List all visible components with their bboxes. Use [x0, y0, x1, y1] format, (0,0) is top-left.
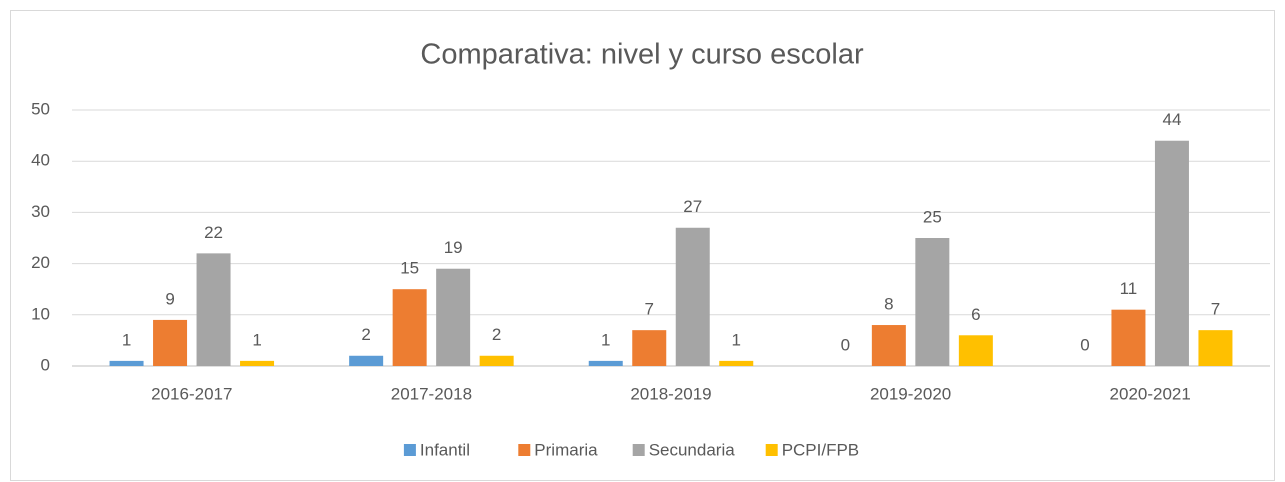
data-label: 44	[1162, 110, 1181, 129]
bar	[871, 325, 906, 366]
bar	[1154, 140, 1189, 366]
bar	[958, 335, 993, 366]
legend-label: PCPI/FPB	[782, 440, 859, 459]
x-tick-label: 2016-2017	[151, 384, 232, 403]
data-label: 8	[884, 295, 893, 314]
y-tick-label: 30	[31, 202, 50, 221]
data-label: 7	[645, 300, 654, 319]
data-label: 27	[683, 197, 702, 216]
legend-swatch	[632, 444, 645, 456]
data-label: 25	[923, 207, 942, 226]
data-label: 1	[122, 330, 131, 349]
data-label: 1	[601, 330, 610, 349]
x-tick-label: 2019-2020	[870, 384, 951, 403]
data-label: 7	[1211, 300, 1220, 319]
data-label: 6	[971, 305, 980, 324]
chart-title: Comparativa: nivel y curso escolar	[420, 39, 864, 71]
bar	[719, 360, 754, 366]
y-tick-label: 20	[31, 253, 50, 272]
bar	[153, 319, 188, 366]
legend-label: Secundaria	[649, 440, 736, 459]
bar	[109, 360, 144, 366]
data-label: 0	[841, 335, 850, 354]
bar	[240, 360, 275, 366]
data-label: 1	[732, 330, 741, 349]
bar	[479, 355, 514, 366]
y-tick-label: 0	[41, 355, 50, 374]
y-tick-label: 50	[31, 99, 50, 118]
data-label: 2	[492, 325, 501, 344]
data-label: 15	[400, 259, 419, 278]
x-tick-label: 2020-2021	[1110, 384, 1191, 403]
data-label: 0	[1080, 335, 1089, 354]
x-tick-label: 2018-2019	[630, 384, 711, 403]
y-tick-label: 40	[31, 151, 50, 170]
bar	[196, 253, 231, 366]
data-label: 9	[165, 289, 174, 308]
bar	[1111, 309, 1146, 366]
legend-swatch	[403, 444, 416, 456]
bar	[915, 238, 950, 366]
legend-label: Infantil	[420, 440, 470, 459]
legend-label: Primaria	[534, 440, 598, 459]
data-label: 11	[1120, 279, 1138, 298]
chart-border	[10, 10, 1275, 481]
legend-swatch	[765, 444, 778, 456]
bar	[392, 289, 427, 366]
bar	[588, 360, 623, 366]
bar	[1198, 330, 1233, 366]
legend-swatch	[518, 444, 531, 456]
data-label: 19	[444, 238, 463, 257]
data-label: 2	[361, 325, 370, 344]
bar	[632, 330, 667, 366]
bar	[349, 355, 384, 366]
y-tick-label: 10	[31, 304, 50, 323]
data-label: 1	[252, 330, 261, 349]
bar	[436, 268, 471, 366]
data-label: 22	[204, 223, 223, 242]
bar	[675, 227, 710, 366]
x-tick-label: 2017-2018	[391, 384, 472, 403]
